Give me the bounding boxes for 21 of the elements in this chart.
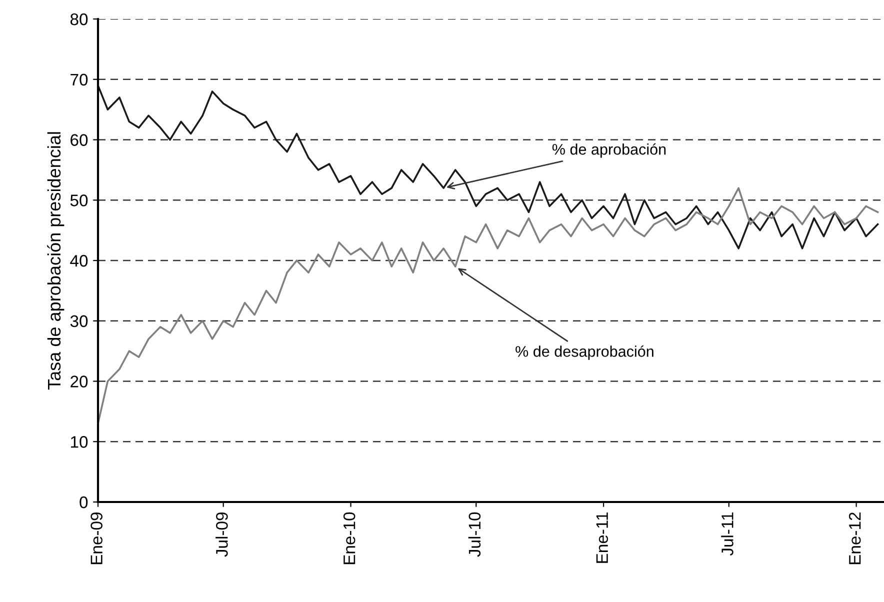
y-tick-label: 50 — [70, 194, 88, 206]
x-tick-label: Ene-09 — [90, 512, 102, 564]
y-tick-label: 80 — [70, 13, 88, 26]
x-tick-label: Jul-09 — [216, 512, 228, 557]
annotation: % de desaprobación — [516, 345, 654, 360]
y-tick-label: 60 — [70, 134, 88, 146]
y-tick-label: 70 — [70, 74, 88, 86]
x-tick-label: Ene-12 — [848, 512, 861, 564]
y-tick-label: 20 — [70, 376, 88, 388]
annotation: % de aprobación — [552, 143, 666, 158]
y-tick-label: 30 — [70, 315, 88, 328]
x-tick-label: Jul-11 — [721, 512, 734, 556]
x-tick-label: Jul-10 — [468, 512, 481, 557]
y-tick-label: 0 — [80, 496, 88, 508]
x-tick-label: Ene-11 — [596, 512, 608, 563]
y-tick-label: 10 — [71, 436, 88, 448]
x-tick-label: Ene-10 — [343, 512, 356, 564]
y-axis-title: Tasa de aprobación presidencial — [47, 132, 64, 390]
y-tick-label: 40 — [70, 254, 88, 267]
line-series — [98, 84, 879, 250]
line-series — [98, 187, 879, 424]
